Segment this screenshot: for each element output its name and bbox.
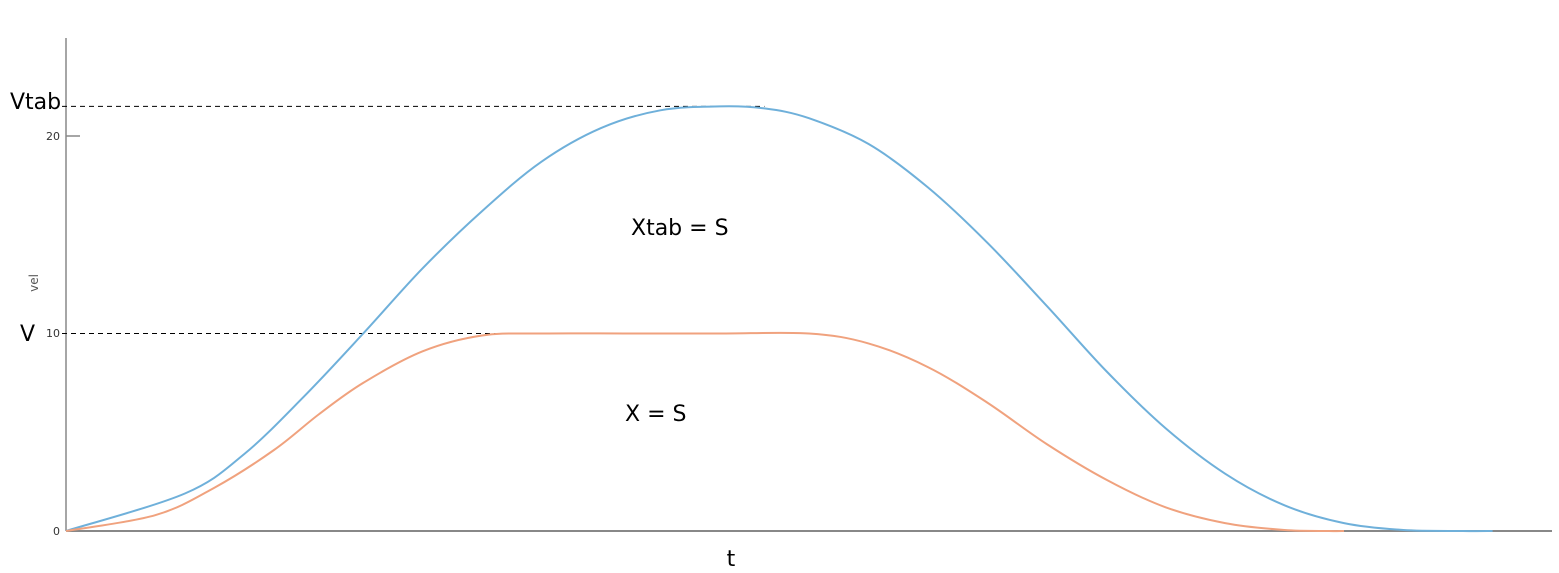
annotation-x: X = S [625,402,686,427]
series-line-orange [65,331,1345,533]
y-axis-title: vel [27,274,41,292]
x-axis-title: t [727,547,736,572]
series-line-blue [65,105,1493,533]
y-tick-label: 20 [46,130,60,143]
annotation-xtab: Xtab = S [631,216,729,241]
reference-label-vtab: Vtab [10,90,61,115]
y-tick-label: 10 [46,327,60,340]
reference-label-v: V [20,322,35,347]
y-tick-label: 0 [53,525,60,538]
